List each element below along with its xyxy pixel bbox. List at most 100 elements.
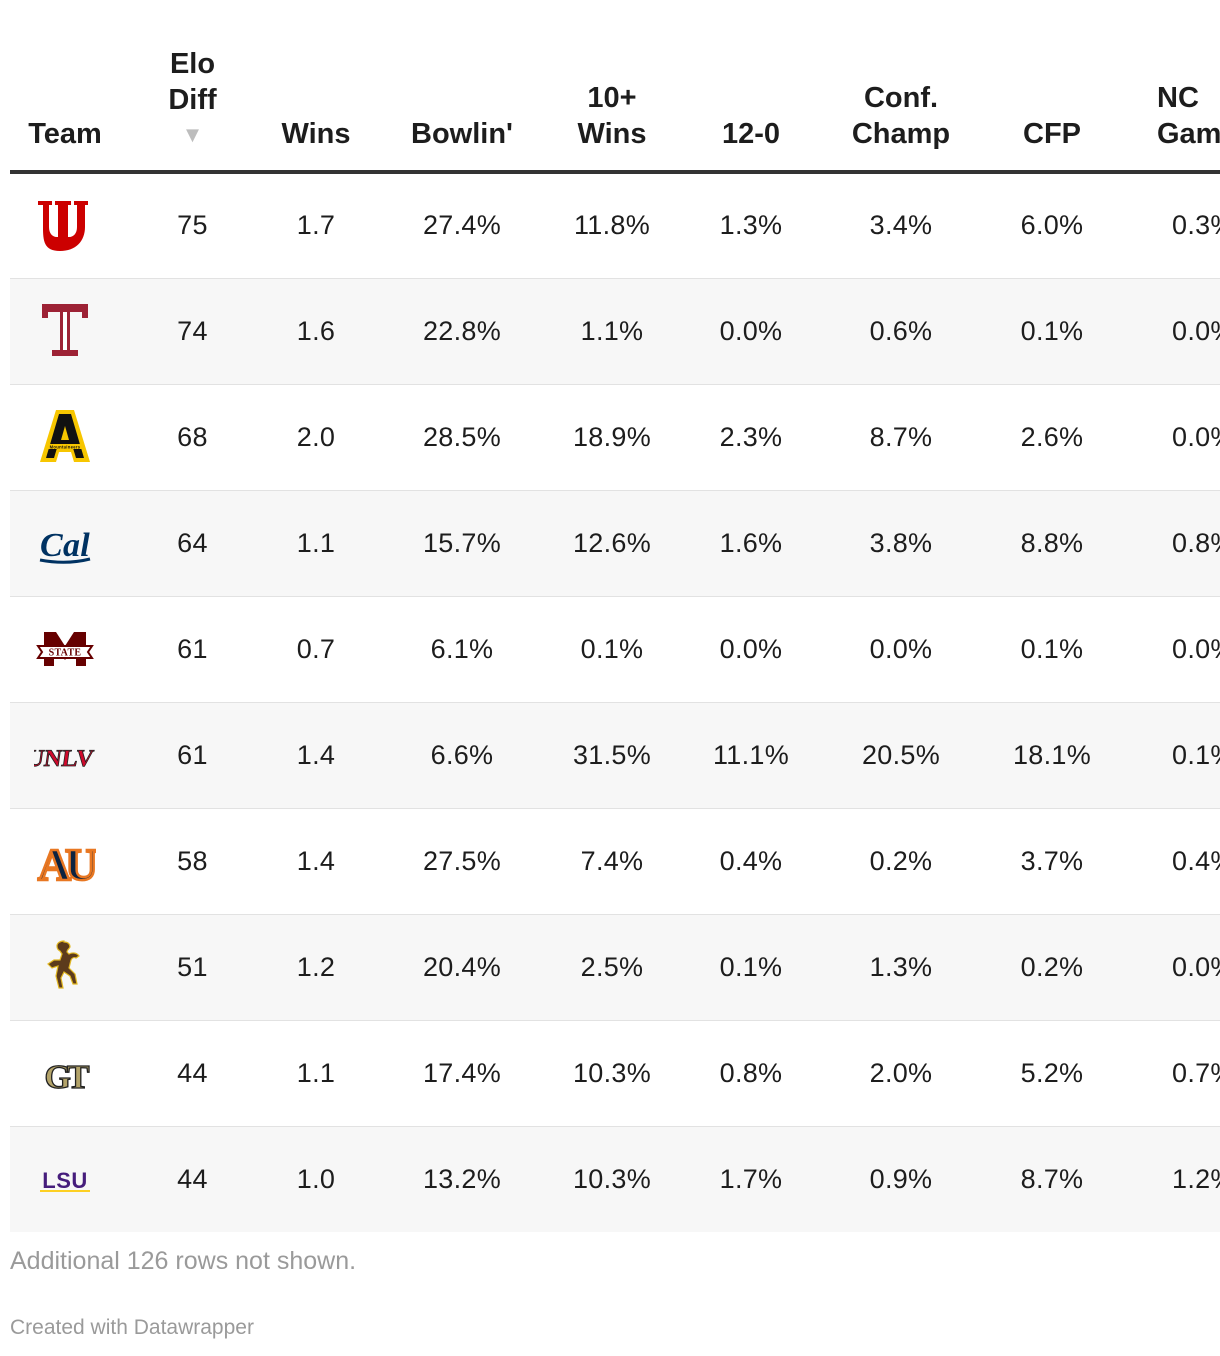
cell-wins: 1.0 bbox=[296, 1163, 336, 1194]
cell-conf-champ: 8.7% bbox=[835, 384, 967, 491]
utah-logo bbox=[34, 195, 96, 257]
temple-logo bbox=[34, 300, 96, 362]
cell-bowlin: 22.8% bbox=[367, 278, 557, 385]
cell-conf-champ: 2.0% bbox=[835, 1020, 967, 1127]
svg-text:GT: GT bbox=[44, 1059, 89, 1096]
cell-cfp: 8.8% bbox=[967, 490, 1137, 597]
auburn-logo: AU bbox=[34, 830, 96, 892]
col-header-conf-champ[interactable]: Conf. Champ bbox=[835, 0, 967, 174]
table-row: 741.622.8%1.1%0.0%0.6%0.1%0.0% bbox=[10, 278, 1220, 385]
cell-bowlin: 28.5% bbox=[367, 384, 557, 491]
cell-nc-game: 0.0% bbox=[1137, 914, 1220, 1021]
svg-text:STATE: STATE bbox=[49, 648, 82, 659]
team-logo-cell bbox=[10, 914, 120, 1021]
col-header-elo-diff-label: Elo Diff bbox=[168, 48, 217, 116]
cell-cfp: 3.7% bbox=[967, 808, 1137, 915]
cell-conf-champ: 20.5% bbox=[835, 702, 967, 809]
cell-nc-game: 0.3% bbox=[1137, 172, 1220, 279]
table-container: Team Elo Diff ▼ Wins Bowlin' 10+ Wins 12… bbox=[10, 0, 1220, 1232]
table-row: Cal 641.115.7%12.6%1.6%3.8%8.8%0.8% bbox=[10, 490, 1220, 597]
cell-bowlin: 6.6% bbox=[367, 702, 557, 809]
cell-cfp: 6.0% bbox=[967, 172, 1137, 279]
cell-elo-diff: 44 bbox=[177, 1163, 208, 1194]
cell-elo-diff: 58 bbox=[120, 808, 265, 915]
cell-cfp: 0.1% bbox=[967, 596, 1137, 703]
cell-cfp: 18.1% bbox=[967, 702, 1137, 809]
cell-ten-wins: 18.9% bbox=[557, 384, 667, 491]
cell-bowlin: 27.5% bbox=[367, 808, 557, 915]
team-logo-cell: Cal bbox=[10, 490, 120, 597]
wyoming-logo bbox=[34, 936, 96, 998]
table-row: LSU 44 1.0 13.2% 10.3% 1.7% 0.9% 8.7% 1.2% bbox=[10, 1126, 1220, 1232]
cell-undefeated: 1.6% bbox=[667, 490, 835, 597]
cell-wins: 1.2 bbox=[265, 914, 367, 1021]
cell-cfp: 2.6% bbox=[967, 384, 1137, 491]
cell-undefeated: 2.3% bbox=[667, 384, 835, 491]
cell-bowlin: 6.1% bbox=[367, 596, 557, 703]
cell-ten-wins: 11.8% bbox=[557, 172, 667, 279]
cell-wins: 1.4 bbox=[265, 702, 367, 809]
svg-text:AU: AU bbox=[38, 839, 96, 890]
cell-elo-diff: 61 bbox=[120, 596, 265, 703]
cell-conf-champ: 3.4% bbox=[835, 172, 967, 279]
col-header-bowlin[interactable]: Bowlin' bbox=[367, 0, 557, 174]
table-row: UNLV 611.46.6%31.5%11.1%20.5%18.1%0.1% bbox=[10, 702, 1220, 809]
cell-ten-wins: 12.6% bbox=[557, 490, 667, 597]
col-header-elo-diff[interactable]: Elo Diff ▼ bbox=[120, 0, 265, 174]
cell-bowlin: 27.4% bbox=[367, 172, 557, 279]
col-header-nc-game[interactable]: NC Gam bbox=[1137, 0, 1220, 174]
team-logo-cell: LSU bbox=[10, 1126, 120, 1232]
col-header-team[interactable]: Team bbox=[10, 0, 120, 174]
appalachian-state-logo: Mountaineers bbox=[34, 406, 96, 468]
col-header-cfp[interactable]: CFP bbox=[967, 0, 1137, 174]
col-header-wins[interactable]: Wins bbox=[265, 0, 367, 174]
table-row: GT 441.117.4%10.3%0.8%2.0%5.2%0.7% bbox=[10, 1020, 1220, 1127]
cell-conf-champ: 0.0% bbox=[835, 596, 967, 703]
cell-nc-game: 1.2% bbox=[1172, 1163, 1220, 1194]
cell-elo-diff: 51 bbox=[120, 914, 265, 1021]
datawrapper-credit[interactable]: Created with Datawrapper bbox=[10, 1316, 254, 1339]
cell-undefeated: 11.1% bbox=[667, 702, 835, 809]
cell-conf-champ: 0.6% bbox=[835, 278, 967, 385]
cell-undefeated: 0.0% bbox=[667, 278, 835, 385]
cell-undefeated: 1.3% bbox=[667, 172, 835, 279]
team-logo-cell: STATE bbox=[10, 596, 120, 703]
cell-bowlin: 15.7% bbox=[367, 490, 557, 597]
cell-conf-champ: 0.9% bbox=[869, 1163, 933, 1194]
team-logo-cell: Mountaineers bbox=[10, 384, 120, 491]
team-logo-cell: GT bbox=[10, 1020, 120, 1127]
cell-ten-wins: 31.5% bbox=[557, 702, 667, 809]
header-row: Team Elo Diff ▼ Wins Bowlin' 10+ Wins 12… bbox=[10, 0, 1220, 174]
col-header-10-wins[interactable]: 10+ Wins bbox=[557, 0, 667, 174]
cell-bowlin: 17.4% bbox=[367, 1020, 557, 1127]
col-header-12-0[interactable]: 12-0 bbox=[667, 0, 835, 174]
cell-bowlin: 20.4% bbox=[367, 914, 557, 1021]
cell-nc-game: 0.8% bbox=[1137, 490, 1220, 597]
cell-conf-champ: 0.2% bbox=[835, 808, 967, 915]
team-logo-cell: UNLV bbox=[10, 702, 120, 809]
cell-ten-wins: 0.1% bbox=[557, 596, 667, 703]
cell-ten-wins: 1.1% bbox=[557, 278, 667, 385]
cell-wins: 2.0 bbox=[265, 384, 367, 491]
cell-undefeated: 0.4% bbox=[667, 808, 835, 915]
team-logo-cell: AU bbox=[10, 808, 120, 915]
cell-elo-diff: 44 bbox=[120, 1020, 265, 1127]
cell-undefeated: 0.8% bbox=[667, 1020, 835, 1127]
rows-not-shown-note: Additional 126 rows not shown. bbox=[10, 1247, 357, 1275]
cell-nc-game: 0.0% bbox=[1137, 596, 1220, 703]
cal-logo: Cal bbox=[34, 512, 96, 574]
lsu-logo: LSU bbox=[34, 1148, 96, 1210]
cell-ten-wins: 10.3% bbox=[557, 1020, 667, 1127]
cell-elo-diff: 61 bbox=[120, 702, 265, 809]
col-header-nc-game-label: NC Gam bbox=[1157, 82, 1220, 150]
cell-undefeated: 0.1% bbox=[667, 914, 835, 1021]
cell-undefeated: 0.0% bbox=[667, 596, 835, 703]
cell-wins: 1.6 bbox=[265, 278, 367, 385]
georgia-tech-logo: GT bbox=[34, 1042, 96, 1104]
cell-cfp: 5.2% bbox=[967, 1020, 1137, 1127]
cell-elo-diff: 68 bbox=[120, 384, 265, 491]
projections-table: Team Elo Diff ▼ Wins Bowlin' 10+ Wins 12… bbox=[10, 0, 1220, 1232]
cell-conf-champ: 1.3% bbox=[835, 914, 967, 1021]
